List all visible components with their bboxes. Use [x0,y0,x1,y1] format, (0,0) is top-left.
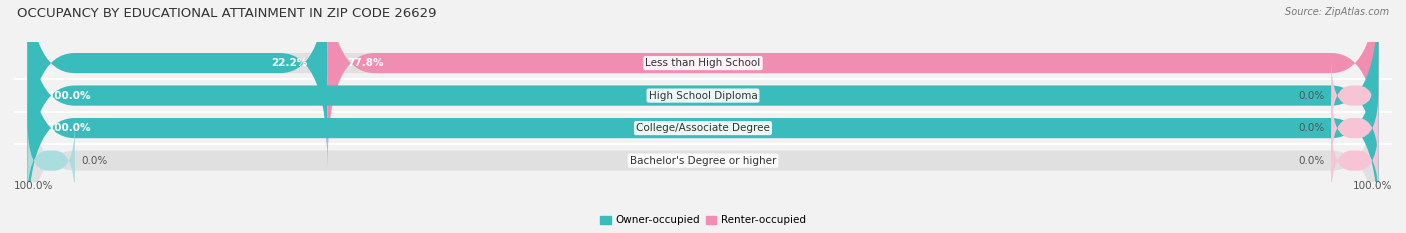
Text: 100.0%: 100.0% [48,123,91,133]
FancyBboxPatch shape [28,24,1378,232]
Text: 0.0%: 0.0% [82,156,108,166]
Text: 22.2%: 22.2% [271,58,307,68]
Text: High School Diploma: High School Diploma [648,91,758,101]
Legend: Owner-occupied, Renter-occupied: Owner-occupied, Renter-occupied [596,211,810,230]
Text: 77.8%: 77.8% [347,58,384,68]
Text: 0.0%: 0.0% [1298,91,1324,101]
Text: 100.0%: 100.0% [14,181,53,191]
Text: Source: ZipAtlas.com: Source: ZipAtlas.com [1285,7,1389,17]
FancyBboxPatch shape [28,0,1378,199]
Text: Less than High School: Less than High School [645,58,761,68]
FancyBboxPatch shape [28,24,1378,232]
Text: OCCUPANCY BY EDUCATIONAL ATTAINMENT IN ZIP CODE 26629: OCCUPANCY BY EDUCATIONAL ATTAINMENT IN Z… [17,7,436,20]
FancyBboxPatch shape [28,0,328,167]
Text: 0.0%: 0.0% [1298,156,1324,166]
FancyBboxPatch shape [28,0,1378,167]
Text: 100.0%: 100.0% [48,91,91,101]
Text: Bachelor's Degree or higher: Bachelor's Degree or higher [630,156,776,166]
Text: 0.0%: 0.0% [1298,123,1324,133]
FancyBboxPatch shape [1331,122,1378,199]
Text: College/Associate Degree: College/Associate Degree [636,123,770,133]
FancyBboxPatch shape [328,0,1378,167]
FancyBboxPatch shape [1331,89,1378,167]
Text: 100.0%: 100.0% [1353,181,1392,191]
FancyBboxPatch shape [28,122,75,199]
FancyBboxPatch shape [28,0,1378,199]
FancyBboxPatch shape [28,57,1378,233]
FancyBboxPatch shape [1331,57,1378,134]
